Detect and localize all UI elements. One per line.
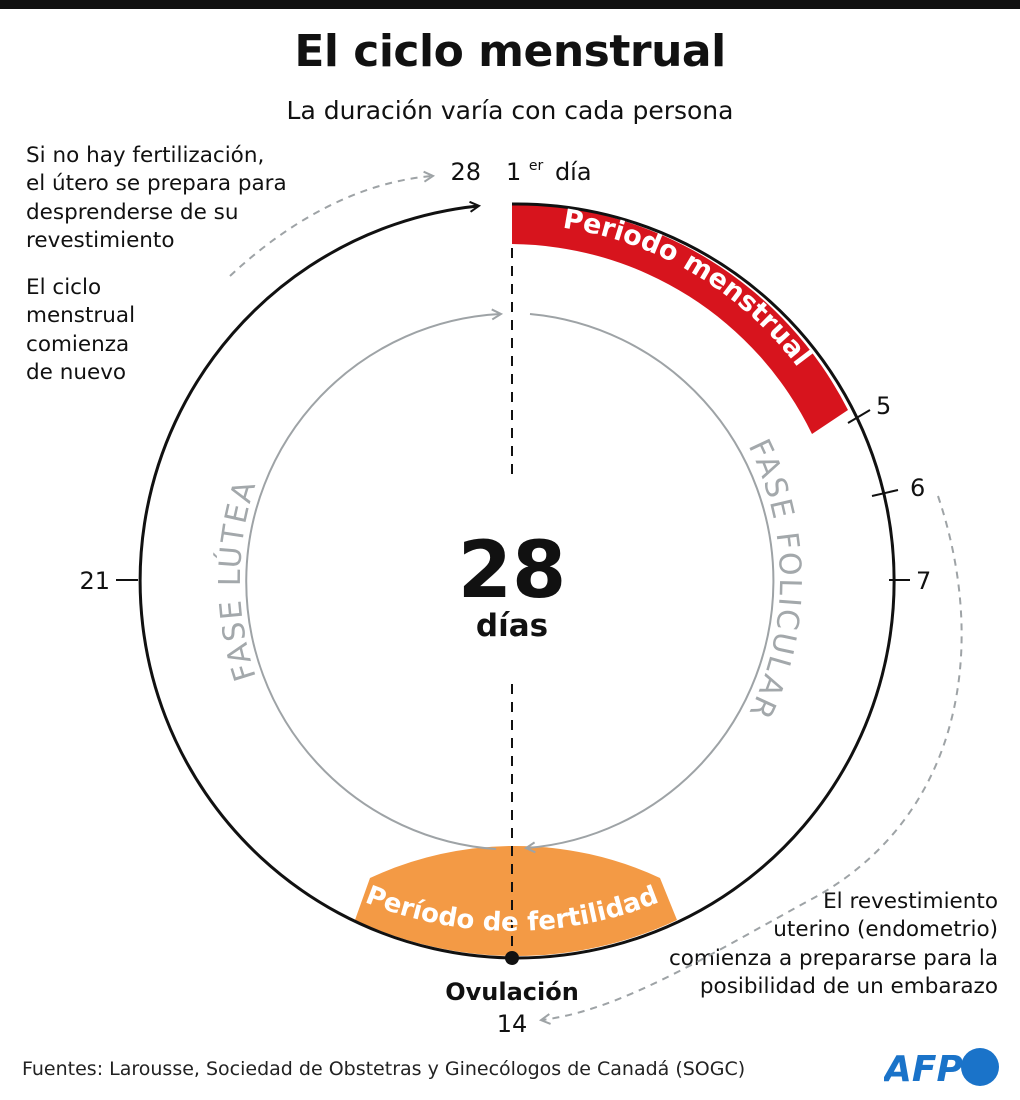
note-line: uterino (endometrio) xyxy=(773,917,998,943)
fertility-band xyxy=(355,845,677,957)
outer-cycle-ring xyxy=(138,204,896,960)
note-line: desprenderse de su xyxy=(26,199,239,225)
note-line: comienza xyxy=(26,331,130,357)
follicular-phase-arc xyxy=(527,313,775,848)
follicular-phase-label-path: FASE FOLICULAR xyxy=(741,434,805,726)
note-line: posibilidad de un embarazo xyxy=(699,974,998,1000)
day-label-5: 5 xyxy=(876,392,891,420)
day-label-28: 28 xyxy=(450,158,481,186)
tick-day-5 xyxy=(847,409,871,424)
page-subtitle: La duración varía con cada persona xyxy=(286,96,734,125)
afp-logo-circle xyxy=(961,1048,999,1086)
luteal-phase-arc xyxy=(245,314,500,850)
note-line: Si no hay fertilización, xyxy=(26,143,265,168)
follicular-phase-label: FASE FOLICULAR xyxy=(741,434,807,726)
total-days-unit: días xyxy=(476,608,548,644)
dashed-arrow-to-14 xyxy=(542,495,963,1020)
note-line: El ciclo xyxy=(26,275,102,300)
luteal-phase-label: FASE LÚTEA xyxy=(211,475,264,685)
note-no-fertilization: Si no hay fertilización, el útero se pre… xyxy=(26,142,287,256)
note-cycle-restarts: El ciclo menstrual comienza de nuevo xyxy=(26,274,135,388)
day-label-14: 14 xyxy=(497,1010,528,1038)
note-line: el útero se prepara para xyxy=(26,171,287,197)
note-line: de nuevo xyxy=(26,360,127,386)
day-label-7: 7 xyxy=(916,567,931,595)
note-line: El revestimiento xyxy=(823,889,998,914)
top-bar xyxy=(0,0,1020,9)
note-line: revestimiento xyxy=(26,228,175,254)
afp-logo-text: AFP xyxy=(884,1049,963,1089)
afp-logo: AFP xyxy=(884,1048,999,1089)
note-endometrium: El revestimiento uterino (endometrio) co… xyxy=(669,888,998,1002)
page-title: El ciclo menstrual xyxy=(294,26,726,77)
menstrual-band xyxy=(512,204,848,434)
ovulation-dot xyxy=(505,951,519,965)
ovulation-label: Ovulación xyxy=(445,978,579,1006)
note-line: menstrual xyxy=(26,303,136,329)
dashed-arrow-to-28 xyxy=(229,176,432,277)
first-day-superscript: er xyxy=(529,158,544,174)
first-day-word: día xyxy=(555,158,592,186)
day-label-6: 6 xyxy=(910,474,925,502)
first-day-number: 1 xyxy=(506,158,521,186)
tick-day-6 xyxy=(871,489,899,497)
note-line: comienza a prepararse para la xyxy=(668,945,998,971)
total-days-number: 28 xyxy=(458,526,567,616)
day-label-21: 21 xyxy=(79,567,110,595)
source-note: Fuentes: Larousse, Sociedad de Obstetras… xyxy=(22,1058,746,1080)
luteal-phase-label-path: FASE LÚTEA xyxy=(211,475,262,685)
day-label-first: 1 er día xyxy=(506,148,592,186)
